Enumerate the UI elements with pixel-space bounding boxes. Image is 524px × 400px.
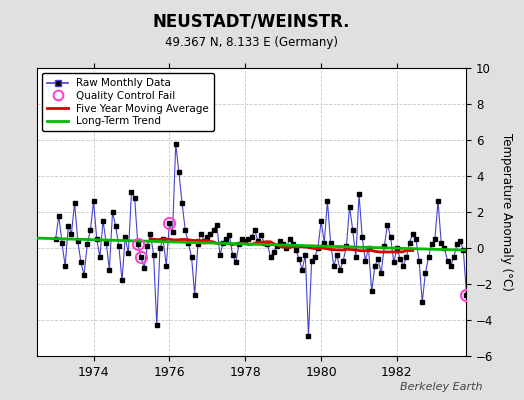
Legend: Raw Monthly Data, Quality Control Fail, Five Year Moving Average, Long-Term Tren: Raw Monthly Data, Quality Control Fail, … bbox=[42, 73, 214, 132]
Y-axis label: Temperature Anomaly (°C): Temperature Anomaly (°C) bbox=[500, 133, 513, 291]
Text: NEUSTADT/WEINSTR.: NEUSTADT/WEINSTR. bbox=[153, 12, 350, 30]
Text: 49.367 N, 8.133 E (Germany): 49.367 N, 8.133 E (Germany) bbox=[165, 36, 338, 49]
Text: Berkeley Earth: Berkeley Earth bbox=[400, 382, 482, 392]
